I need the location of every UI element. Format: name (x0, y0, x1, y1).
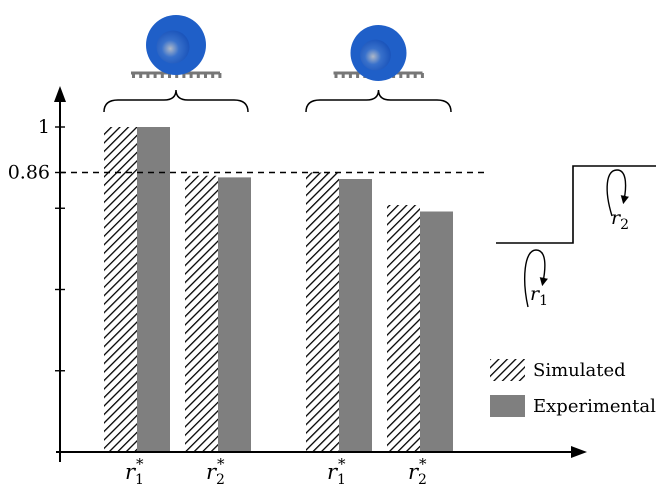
droplet-icon-2 (333, 25, 424, 81)
bar-experimental-3 (339, 179, 372, 452)
x-tick-label-4: r2* (408, 455, 427, 485)
substrate-pillar (334, 73, 338, 78)
bar-simulated-3 (306, 172, 339, 452)
substrate-pillar (168, 73, 171, 78)
x-tick-label-3: r1* (327, 455, 346, 485)
substrate-pillar (196, 73, 200, 78)
substrate-pillar (175, 73, 179, 78)
group-brace-2 (305, 89, 452, 113)
bar-experimental-2 (218, 177, 251, 452)
droplet-icon-1 (131, 15, 222, 78)
legend-label-simulated: Simulated (533, 360, 626, 381)
legend-swatch-experimental (490, 395, 525, 417)
bar-simulated-4 (387, 205, 420, 452)
x-tick-label-2: r2* (206, 455, 225, 485)
substrate-pillar (189, 73, 193, 78)
substrate-pillar (218, 73, 222, 78)
substrate-pillar (204, 73, 207, 78)
bar-simulated-1 (104, 127, 137, 452)
substrate-pillar (348, 73, 352, 78)
droplet-highlight (360, 39, 391, 71)
labels-layer: 1 0.86 r1* r2* r1* r2* (8, 116, 427, 485)
x-tick-label-1: r1* (125, 455, 144, 485)
axes-layer (54, 86, 587, 462)
y-tick-label-2: 0.86 (8, 162, 50, 184)
bar-experimental-1 (137, 127, 170, 452)
legend: Simulated Experimental (490, 359, 656, 417)
step-label-1: r1 (530, 283, 548, 309)
substrate-pillar (153, 73, 157, 78)
step-label-2: r2 (611, 207, 629, 233)
bar-simulated-2 (185, 175, 218, 452)
substrate-pillar (139, 73, 143, 78)
step-line (496, 165, 656, 244)
step-profile: r1 r2 (496, 165, 656, 309)
substrate-pillar (211, 73, 215, 78)
y-tick-label-1: 1 (38, 116, 50, 138)
substrate-pillar (420, 73, 424, 78)
substrate-pillar (341, 73, 345, 78)
bars-layer (104, 127, 453, 452)
group-brace-1 (103, 89, 249, 113)
swirl-arrow-2 (606, 169, 629, 217)
decor-layer: r1 r2 (103, 15, 656, 309)
droplet-highlight (156, 30, 190, 64)
substrate-pillar (406, 73, 410, 78)
x-axis-arrowhead (571, 446, 587, 458)
legend-swatch-simulated (490, 359, 525, 381)
bar-experimental-4 (420, 211, 453, 452)
substrate-pillar (132, 73, 135, 78)
substrate-pillar (182, 73, 186, 78)
y-axis-arrowhead (54, 86, 66, 102)
swirl-arrow-1 (524, 249, 548, 308)
substrate-pillar (160, 73, 164, 78)
substrate-pillar (399, 73, 403, 78)
substrate-pillar (356, 73, 360, 78)
legend-label-experimental: Experimental (533, 396, 656, 417)
substrate-pillar (146, 73, 150, 78)
substrate-pillar (413, 73, 417, 78)
